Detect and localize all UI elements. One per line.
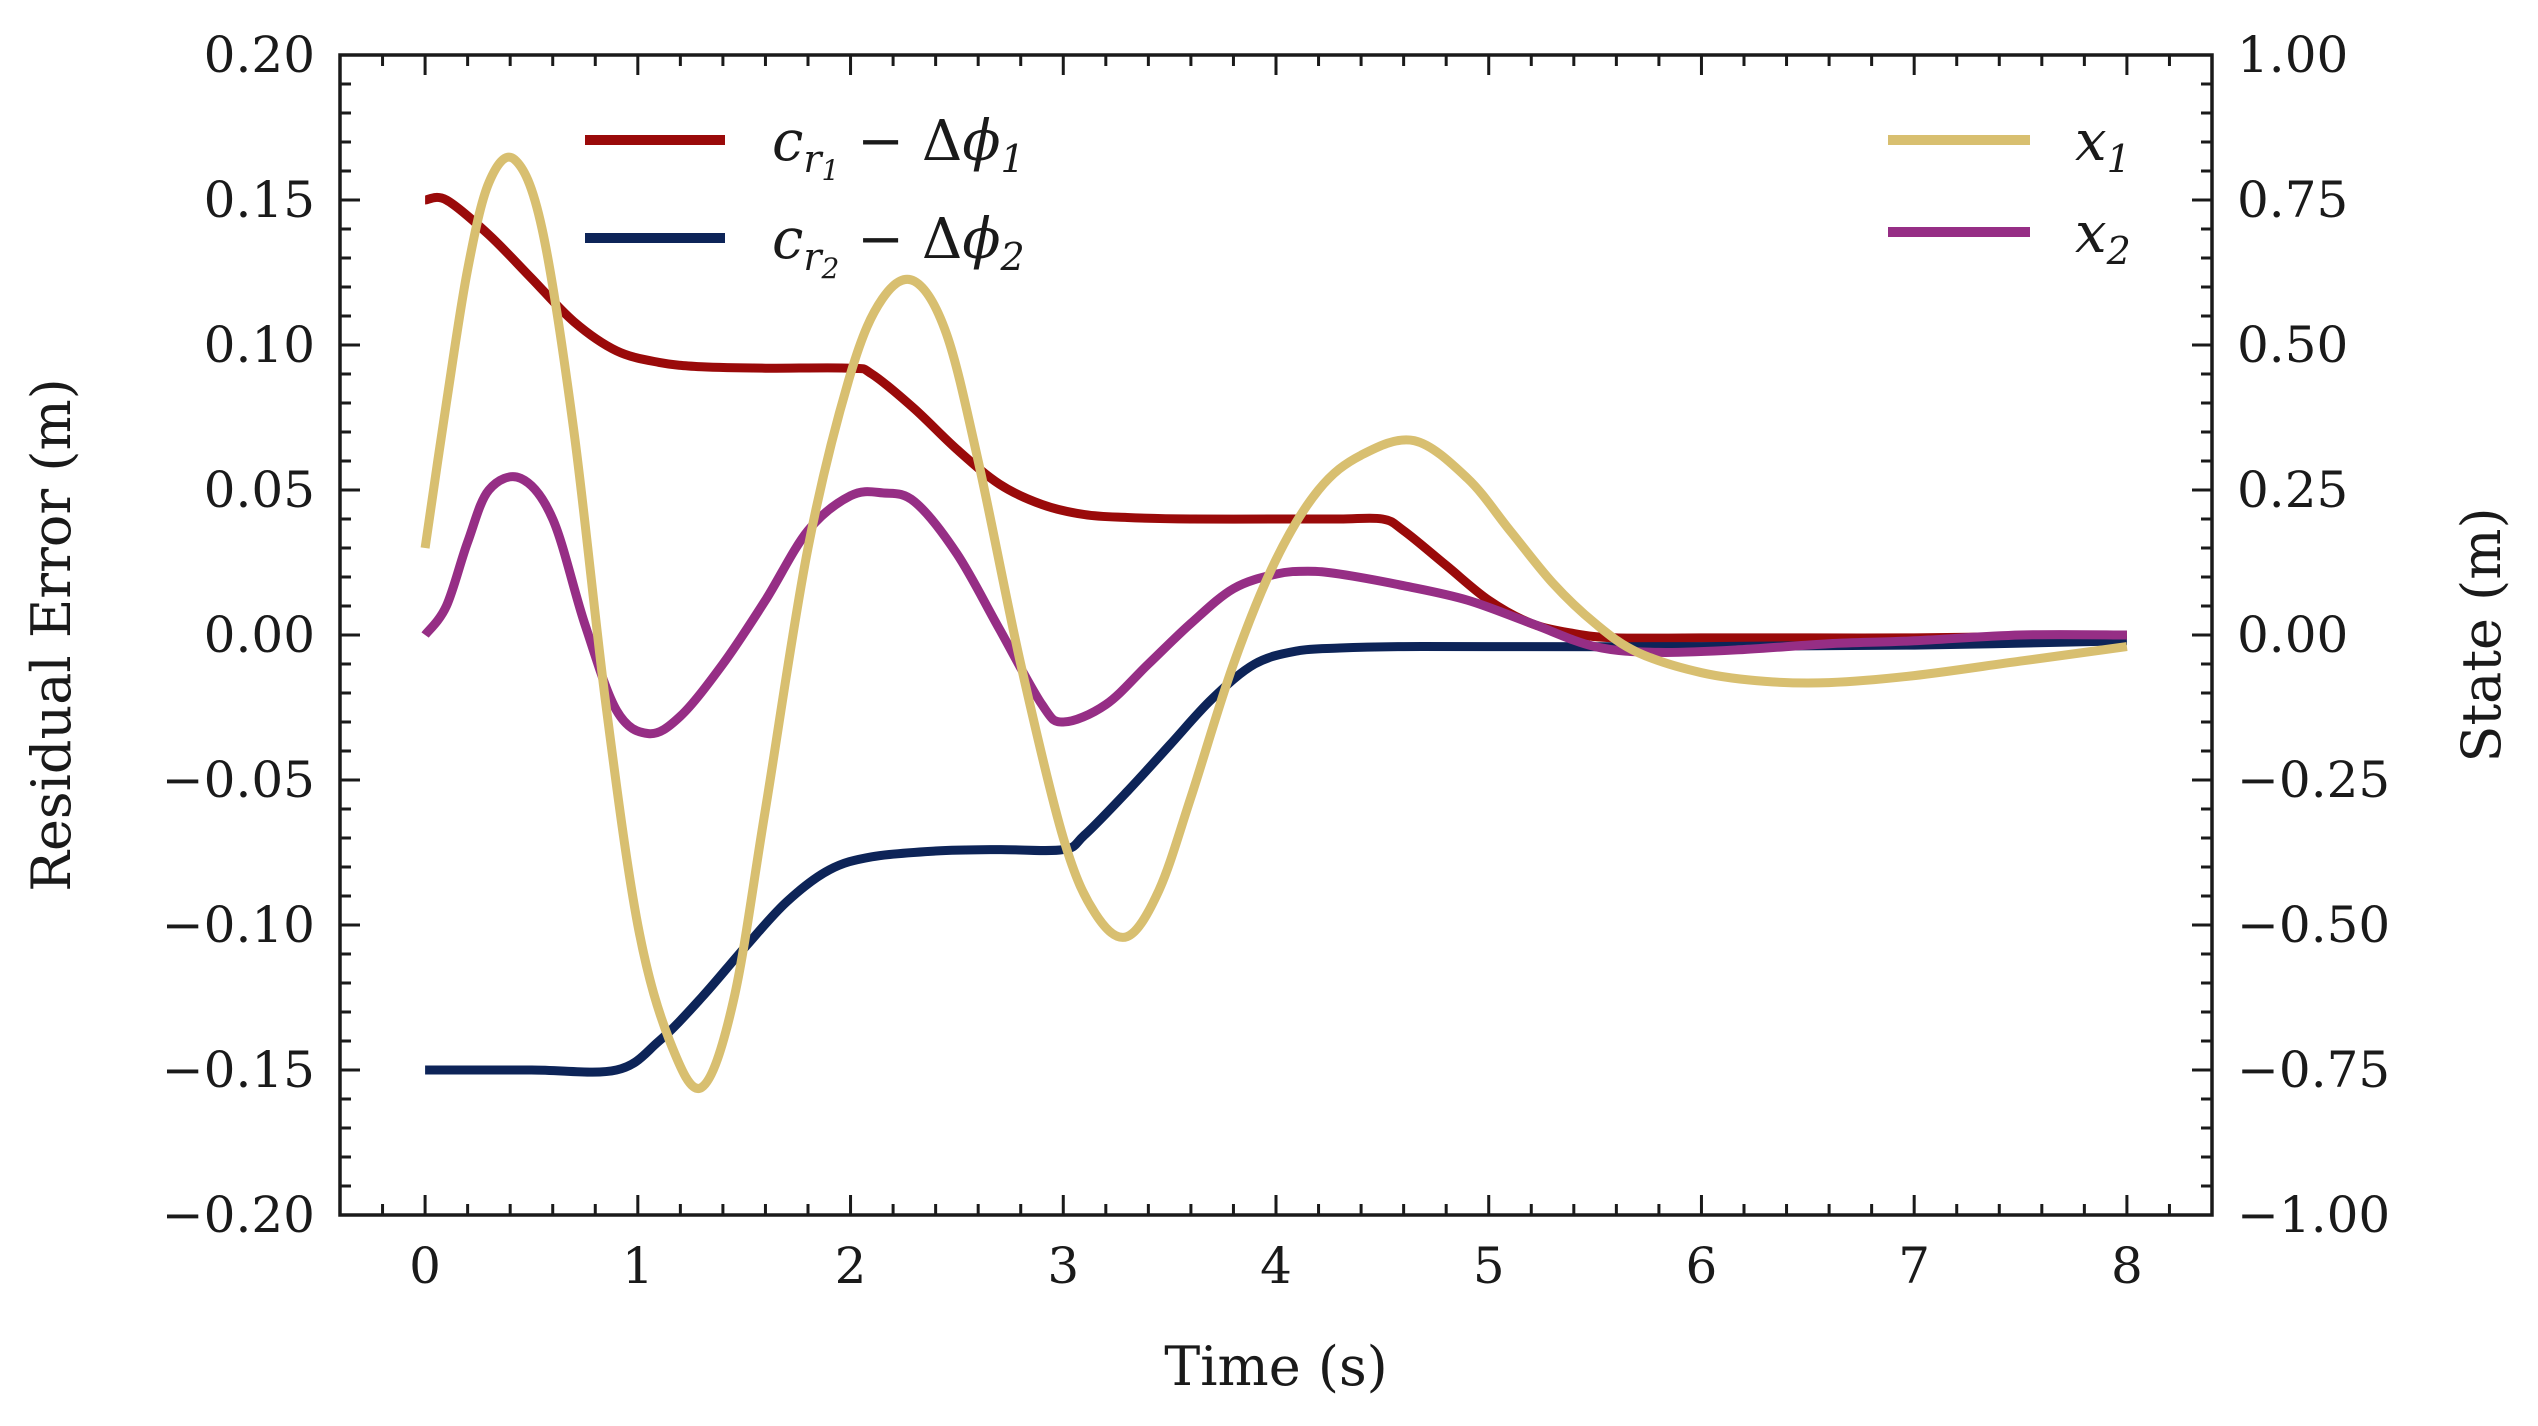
- y-right-tick-label: 1.00: [2237, 26, 2348, 84]
- x-tick-label: 7: [1898, 1237, 1930, 1295]
- x-tick-label: 6: [1686, 1237, 1718, 1295]
- y-right-tick-label: −0.25: [2237, 751, 2390, 809]
- plot-frame: [338, 53, 2214, 1217]
- legend-label-x1: x1: [2075, 109, 2131, 181]
- y-left-tick-label: 0.10: [204, 316, 315, 374]
- series-line-x1: [420, 152, 2128, 1093]
- y-left-tick-label: 0.15: [204, 171, 315, 229]
- y-right-tick-label: −0.75: [2237, 1041, 2390, 1099]
- x-tick-label: 1: [622, 1237, 654, 1295]
- x-tick-label: 4: [1260, 1237, 1292, 1295]
- y-left-tick-label: 0.00: [204, 606, 315, 664]
- legend-right: x1 x2: [1888, 109, 2131, 273]
- y-left-axis-label: Residual Error (m): [20, 378, 83, 891]
- y-right-axis-label: State (m): [2450, 507, 2513, 762]
- y-right-tick-labels: 1.00 0.75 0.50 0.25 0.00 −0.25 −0.50 −0.75 −1.00: [2237, 26, 2390, 1244]
- y-right-tick-label: 0.50: [2237, 316, 2348, 374]
- y-left-tick-label: −0.20: [162, 1186, 315, 1244]
- y-left-tick-label: 0.05: [204, 461, 315, 519]
- y-right-tick-label: −0.50: [2237, 896, 2390, 954]
- legend-label-cr1: cr1 − Δϕ1: [772, 109, 1025, 187]
- series-line-cr2: [425, 636, 2127, 1077]
- x-tick-label: 3: [1047, 1237, 1079, 1295]
- x-tick-labels: 0 1 2 3 4 5 6 7 8: [409, 1237, 2143, 1295]
- legend-left: cr1 − Δϕ1 cr2 − Δϕ2: [585, 109, 1025, 285]
- y-left-tick-label: −0.15: [162, 1041, 315, 1099]
- y-left-tick-label: −0.10: [162, 896, 315, 954]
- y-right-tick-label: −1.00: [2237, 1186, 2390, 1244]
- axis-ticks: [338, 53, 2214, 1217]
- y-left-tick-labels: 0.20 0.15 0.10 0.05 0.00 −0.05 −0.10 −0.15 −0.20: [162, 26, 315, 1244]
- y-right-tick-label: 0.75: [2237, 171, 2348, 229]
- y-left-tick-label: 0.20: [204, 26, 315, 84]
- x-tick-label: 5: [1473, 1237, 1505, 1295]
- y-left-tick-label: −0.05: [162, 751, 315, 809]
- x-axis-label: Time (s): [1164, 1335, 1387, 1398]
- series-lines: [420, 152, 2128, 1093]
- x-tick-label: 8: [2111, 1237, 2143, 1295]
- legend-label-cr2: cr2 − Δϕ2: [772, 207, 1025, 285]
- x-tick-label: 0: [409, 1237, 441, 1295]
- series-line-cr1: [424, 192, 2127, 643]
- y-right-tick-label: 0.00: [2237, 606, 2348, 664]
- x-tick-label: 2: [835, 1237, 867, 1295]
- y-right-tick-label: 0.25: [2237, 461, 2348, 519]
- legend-label-x2: x2: [2075, 201, 2131, 273]
